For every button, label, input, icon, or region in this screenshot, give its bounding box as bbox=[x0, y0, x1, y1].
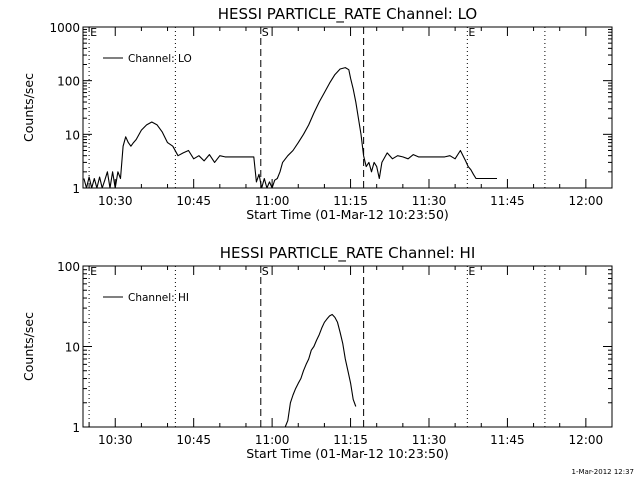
plot-frame bbox=[82, 26, 613, 189]
x-axis-label: Start Time (01-Mar-12 10:23:50) bbox=[246, 446, 449, 461]
plot-frame bbox=[82, 265, 613, 428]
y-tick-label: 10 bbox=[65, 341, 80, 355]
x-tick-label: 11:45 bbox=[490, 194, 525, 208]
panel-hi: HESSI PARTICLE_RATE Channel: HI 1 10 100 10:… bbox=[21, 244, 613, 461]
y-tick-label: 10 bbox=[65, 128, 80, 142]
series-line-lo bbox=[83, 67, 497, 189]
y-tick-label: 1 bbox=[72, 421, 80, 435]
x-tick-label: 11:45 bbox=[490, 433, 525, 447]
x-tick-label: 11:00 bbox=[255, 194, 290, 208]
x-tick-label: 10:45 bbox=[176, 433, 211, 447]
y-axis-label: Counts/sec bbox=[21, 73, 36, 142]
y-axis-label: Counts/sec bbox=[21, 312, 36, 381]
x-tick-label: 10:30 bbox=[98, 433, 133, 447]
x-tick-label: 11:15 bbox=[333, 433, 368, 447]
x-tick-label: 12:00 bbox=[569, 433, 604, 447]
legend-entry: Channel: LO bbox=[128, 53, 192, 65]
time-marker-label: E bbox=[90, 26, 97, 39]
plot-timestamp: 1-Mar-2012 12:37 bbox=[572, 468, 634, 476]
x-tick-label: 11:30 bbox=[412, 433, 447, 447]
x-tick-label: 10:30 bbox=[98, 194, 133, 208]
x-tick-label: 12:00 bbox=[569, 194, 604, 208]
time-marker-label: S bbox=[262, 265, 269, 278]
x-tick-label: 11:30 bbox=[412, 194, 447, 208]
time-marker-label: E bbox=[90, 265, 97, 278]
x-tick-label: 10:45 bbox=[176, 194, 211, 208]
x-tick-label: 11:15 bbox=[333, 194, 368, 208]
time-marker-label: E bbox=[468, 265, 475, 278]
chart-title: HESSI PARTICLE_RATE Channel: LO bbox=[218, 5, 477, 24]
x-tick-label: 11:00 bbox=[255, 433, 290, 447]
series-line-hi bbox=[282, 313, 357, 428]
panel-lo: HESSI PARTICLE_RATE Channel: LO 1 10 100 100… bbox=[21, 5, 613, 222]
time-marker-label: E bbox=[468, 26, 475, 39]
x-axis-label: Start Time (01-Mar-12 10:23:50) bbox=[246, 207, 449, 222]
chart-title: HESSI PARTICLE_RATE Channel: HI bbox=[220, 244, 476, 263]
y-tick-label: 1000 bbox=[49, 21, 80, 35]
y-tick-label: 1 bbox=[72, 182, 80, 196]
time-marker-label: S bbox=[262, 26, 269, 39]
legend-entry: Channel: HI bbox=[128, 292, 189, 304]
y-tick-label: 100 bbox=[57, 260, 80, 274]
y-tick-label: 100 bbox=[57, 75, 80, 89]
